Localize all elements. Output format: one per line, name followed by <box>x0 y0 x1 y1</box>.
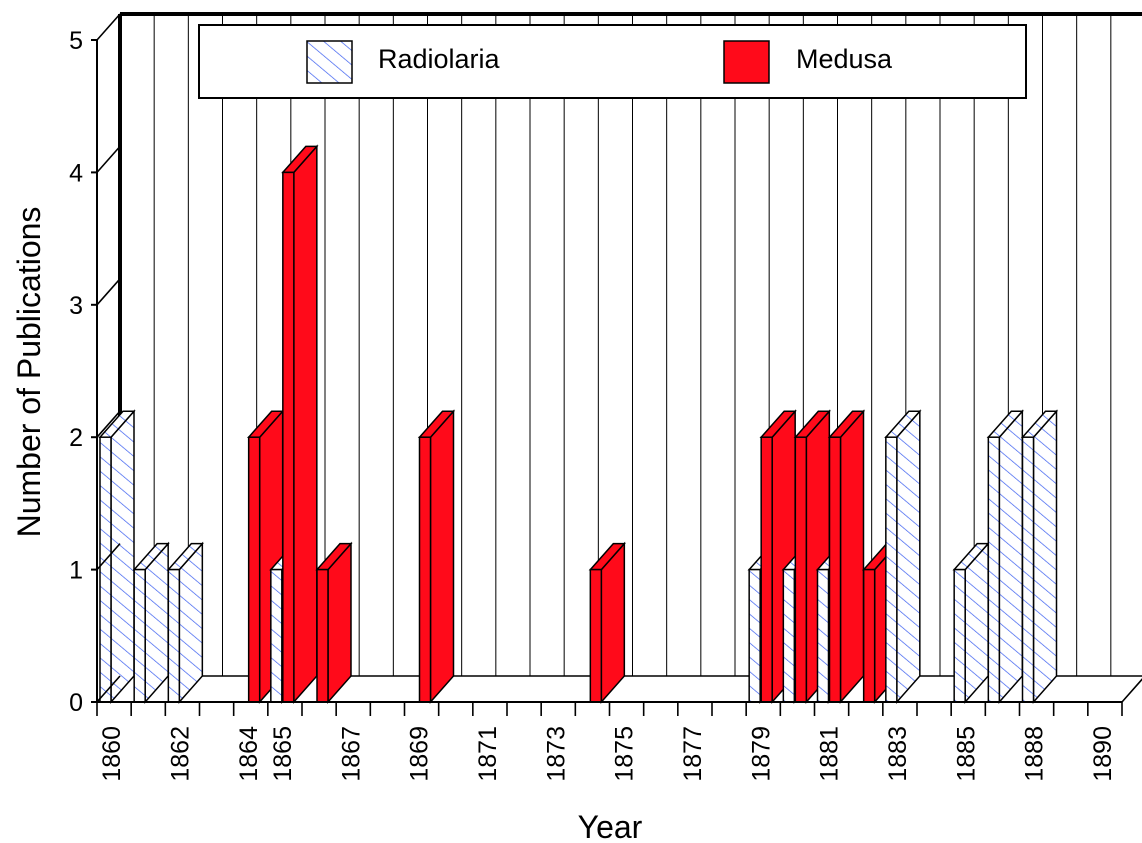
bar-radiolaria-1885-side <box>964 541 989 704</box>
x-tick-label: 1877 <box>679 726 707 782</box>
x-tick-label: 1869 <box>406 726 434 782</box>
bar-radiolaria-1885-front <box>953 568 966 703</box>
bar-radiolaria-1879-front <box>748 568 761 703</box>
legend-label-radiolaria: Radiolaria <box>378 44 501 74</box>
y-tick-depth <box>96 675 121 703</box>
bar-medusa-1869-side <box>429 409 455 704</box>
x-tick-label: 1862 <box>166 726 194 782</box>
bar-radiolaria-1886-front <box>987 436 1001 703</box>
y-tick-depth <box>96 410 121 438</box>
y-tick-depth <box>96 543 121 571</box>
x-tick-label: 1890 <box>1089 726 1117 782</box>
x-tick-label: 1883 <box>884 726 912 782</box>
bar-radiolaria-1861-front <box>133 568 146 703</box>
bar-radiolaria-1865-front <box>270 568 283 703</box>
bar-medusa-1866 <box>315 541 353 704</box>
bar-medusa-1864-front <box>247 436 261 703</box>
bar-medusa-1869 <box>417 409 456 704</box>
y-tick-depth <box>96 278 121 306</box>
bar-radiolaria-1861 <box>132 541 170 704</box>
legend-label-medusa: Medusa <box>796 44 893 74</box>
bar-medusa-1865 <box>281 144 319 704</box>
bar-radiolaria-1862 <box>166 541 204 704</box>
bar-radiolaria-1888 <box>1020 409 1059 704</box>
bar-medusa-1865-side <box>293 144 318 704</box>
y-tick-depth <box>96 145 121 173</box>
bar-radiolaria-1886-side <box>998 409 1024 704</box>
x-tick-label: 1867 <box>337 726 365 782</box>
bar-radiolaria-1885 <box>952 541 990 704</box>
x-tick-label: 1885 <box>952 726 980 782</box>
bar-medusa-1866-side <box>327 541 352 704</box>
bar-medusa-1874-side <box>600 541 626 704</box>
x-tick-label: 1881 <box>816 726 844 782</box>
bar-radiolaria-1888-side <box>1032 409 1058 704</box>
x-tick-label: 1871 <box>474 726 502 782</box>
y-tick-label: 0 <box>69 689 83 717</box>
bar-radiolaria-1888-front <box>1021 436 1035 703</box>
chart-legend: Radiolaria Medusa <box>198 24 1027 99</box>
y-tick-label: 3 <box>69 292 83 320</box>
y-tick-depth <box>96 13 121 41</box>
bar-medusa-1881 <box>827 409 866 704</box>
bar-medusa-1865-front <box>282 171 295 703</box>
chart-axes: 0 1 2 3 4 5 1860 1862 1864 1865 1867 1869 1871 1873 18… <box>11 13 1123 843</box>
bar-medusa-1874-front <box>589 568 603 703</box>
bar-medusa-1879-front <box>760 436 773 703</box>
x-tick-label: 1888 <box>1021 726 1049 782</box>
legend-swatch-radiolaria <box>306 40 353 84</box>
bar-medusa-1882-front <box>862 568 876 703</box>
bar-medusa-1869-front <box>418 436 432 703</box>
x-tick-label: 1879 <box>747 726 775 782</box>
bar-radiolaria-1860 <box>98 409 136 704</box>
bar-radiolaria-1883-side <box>896 409 921 704</box>
y-tick-label: 2 <box>69 424 83 452</box>
bar-radiolaria-1860-front <box>99 436 112 703</box>
bar-radiolaria-1883 <box>884 409 922 704</box>
x-axis-title: Year <box>578 809 643 843</box>
bar-radiolaria-1861-side <box>144 541 169 704</box>
x-tick-label: 1865 <box>269 726 297 782</box>
bar-medusa-1866-front <box>316 568 329 703</box>
bar-radiolaria-1880-front <box>782 568 796 703</box>
bar-radiolaria-1886 <box>986 409 1024 704</box>
bar-radiolaria-1883-front <box>885 436 898 703</box>
y-tick-label: 1 <box>69 557 83 585</box>
x-tick-label: 1860 <box>98 726 126 782</box>
bar-medusa-1881-front <box>828 436 842 703</box>
chart-bars <box>98 144 1059 704</box>
bar-medusa-1881-side <box>839 409 865 704</box>
x-tick-label: 1875 <box>611 726 639 782</box>
bar-radiolaria-1862-front <box>167 568 181 703</box>
y-tick-label: 5 <box>69 27 83 55</box>
x-tick-label: 1864 <box>235 726 263 782</box>
legend-swatch-medusa <box>723 40 770 84</box>
bar-medusa-1874 <box>588 541 626 704</box>
x-tick-label: 1873 <box>542 726 570 782</box>
bar-radiolaria-1860-side <box>110 409 135 704</box>
bar-medusa-1880-front <box>794 436 808 703</box>
y-axis-title: Number of Publications <box>11 207 47 538</box>
bar-radiolaria-1881-front <box>816 568 830 703</box>
bar-radiolaria-1862-side <box>178 541 204 704</box>
y-tick-label: 4 <box>69 159 83 187</box>
